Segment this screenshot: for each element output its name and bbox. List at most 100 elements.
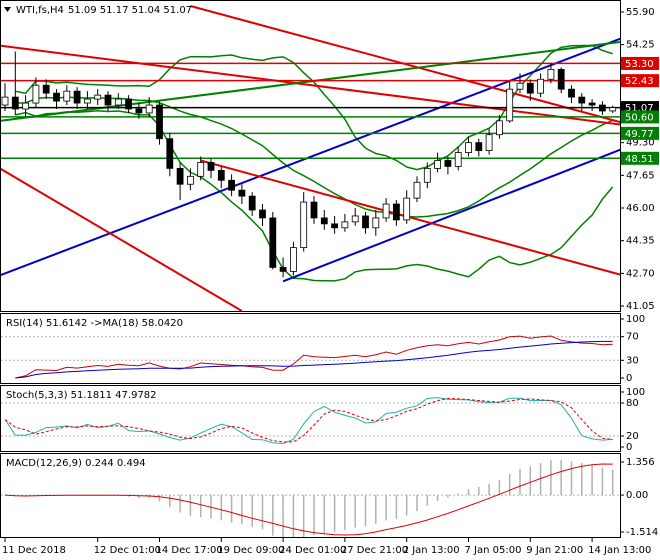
- candle-body: [238, 189, 246, 197]
- candle-body: [279, 267, 287, 272]
- trend-line: [190, 5, 620, 124]
- candle-body: [454, 152, 462, 167]
- trend-line: [1, 37, 620, 276]
- candle-body: [300, 201, 308, 249]
- trend-line: [282, 148, 620, 283]
- candle-body: [197, 162, 205, 177]
- price-label-bg: [621, 74, 659, 88]
- y-tick-label: 0: [626, 373, 632, 384]
- candle-body: [537, 78, 544, 94]
- candle-body: [84, 98, 91, 104]
- candle-body: [372, 217, 380, 229]
- pane-frame: [0, 0, 621, 312]
- y-tick-label: -1.514: [626, 527, 658, 538]
- candle-body: [217, 169, 225, 181]
- candle-body: [259, 209, 266, 219]
- candle-body: [382, 203, 390, 219]
- pane-content: [1, 397, 620, 445]
- y-tick-label: 80: [626, 398, 639, 409]
- candle-body: [156, 104, 163, 140]
- trend-line: [1, 44, 620, 126]
- candle-body: [362, 215, 369, 229]
- y-tick-label: 42.70: [626, 268, 655, 279]
- y-tick-label: 49.30: [626, 138, 655, 149]
- candle-body: [228, 179, 236, 191]
- candle-body: [506, 88, 514, 122]
- candle-body: [331, 223, 339, 229]
- candle-body: [392, 203, 400, 221]
- candle-body: [166, 138, 174, 169]
- price-label: 50.60: [625, 112, 654, 123]
- candle-body: [516, 82, 524, 90]
- pane-content: [1, 460, 620, 537]
- candle-body: [248, 195, 256, 211]
- price-label: 52.43: [625, 76, 654, 87]
- bollinger-band: [15, 96, 614, 218]
- candle-body: [557, 68, 565, 90]
- y-tick-label: 44.35: [626, 236, 655, 247]
- y-tick-label: 46.00: [626, 203, 655, 214]
- x-tick-label: 14 Dec 17:00: [156, 545, 223, 556]
- rsi-ma-line: [15, 340, 613, 379]
- pane-title: MACD(12,26,9) 0.244 0.494: [6, 458, 146, 469]
- y-tick-label: 100: [626, 387, 645, 398]
- price-label-bg: [621, 56, 659, 70]
- candle-body: [310, 201, 318, 219]
- candle-body: [578, 96, 586, 104]
- stoch-signal: [4, 397, 613, 443]
- x-tick-label: 2 Jan 13:00: [403, 545, 460, 556]
- y-tick-label: 47.65: [626, 170, 655, 181]
- macd-signal: [4, 463, 613, 536]
- trend-line: [1, 167, 243, 311]
- candle-body: [465, 142, 472, 153]
- y-tick-label: 70: [626, 332, 639, 343]
- candle-body: [341, 221, 349, 229]
- y-tick-label: 0: [626, 442, 632, 453]
- candle-body: [599, 104, 606, 112]
- pane-title: WTI,fs,H4: [16, 5, 64, 16]
- x-tick-label: 11 Dec 2018: [2, 545, 66, 556]
- y-tick-label: 54.25: [626, 40, 655, 51]
- candle-body: [176, 168, 184, 185]
- x-tick-label: 7 Jan 05:00: [465, 545, 522, 556]
- candle-body: [1, 96, 9, 106]
- price-label: 49.77: [625, 129, 654, 140]
- candle-body: [42, 84, 50, 94]
- pane-title: Stoch(5,3,3) 51.1811 47.9782: [6, 390, 157, 401]
- rsi-line: [15, 335, 613, 379]
- candle-body: [186, 175, 194, 185]
- candle-body: [22, 102, 30, 110]
- candle-body: [289, 247, 297, 272]
- candle-body: [94, 94, 102, 100]
- candle-body: [547, 68, 555, 80]
- y-tick-label: 1.356: [626, 457, 655, 468]
- candle-body: [568, 88, 575, 98]
- candle-body: [485, 134, 493, 151]
- candle-body: [104, 94, 112, 106]
- x-tick-label: 12 Dec 01:00: [94, 545, 161, 556]
- candle-body: [125, 98, 132, 110]
- price-label-bg: [621, 110, 659, 124]
- pane-frame: [0, 385, 621, 452]
- bollinger-band: [15, 109, 614, 282]
- candle-body: [53, 92, 60, 102]
- y-tick-label: 41.05: [626, 301, 655, 312]
- candle-body: [475, 142, 483, 151]
- x-tick-label: 19 Dec 09:00: [217, 545, 284, 556]
- candle-body: [11, 96, 19, 110]
- candle-body: [269, 217, 277, 268]
- candle-body: [32, 84, 40, 104]
- candle-body: [526, 82, 534, 94]
- candle-body: [114, 98, 122, 106]
- candle-body: [423, 168, 431, 183]
- price-label: 51.07: [625, 103, 654, 114]
- candle-body: [63, 90, 71, 102]
- candle-body: [444, 160, 452, 167]
- candle-body: [495, 120, 503, 136]
- candle-body: [73, 90, 81, 104]
- candle-body: [609, 107, 617, 112]
- candle-body: [135, 108, 143, 114]
- pane-frame: [0, 313, 621, 384]
